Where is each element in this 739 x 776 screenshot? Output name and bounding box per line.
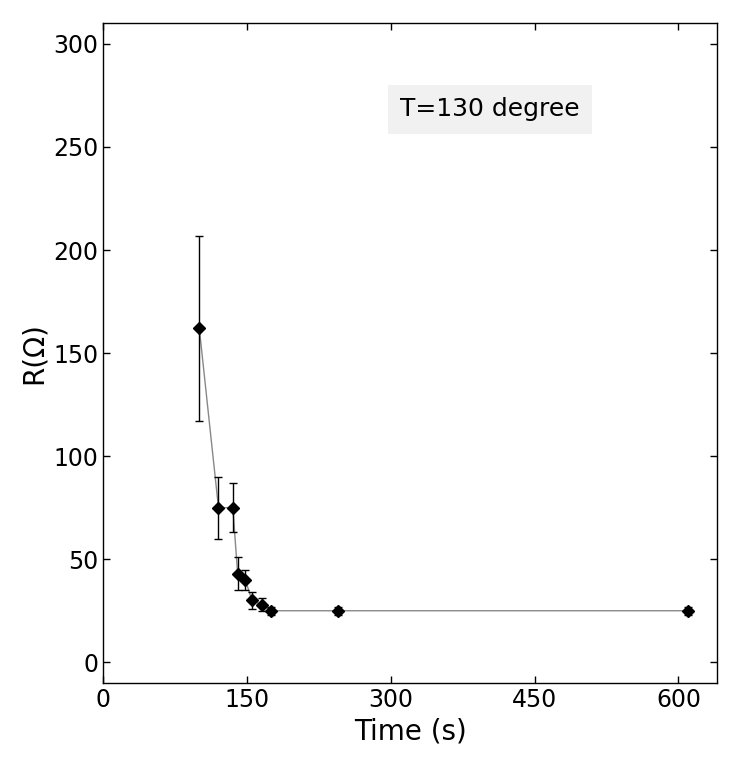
Y-axis label: R(Ω): R(Ω) [20, 322, 48, 384]
Text: T=130 degree: T=130 degree [400, 97, 579, 121]
X-axis label: Time (s): Time (s) [354, 717, 466, 745]
